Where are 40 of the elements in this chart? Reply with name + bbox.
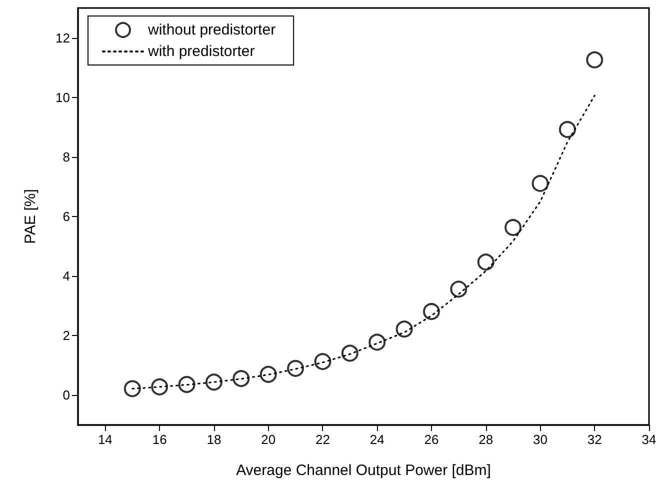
y-tick-label: 12 (56, 30, 70, 46)
point (124, 380, 141, 398)
point (232, 370, 250, 388)
legend-label: with predistorter (147, 43, 255, 60)
x-tick-label: 30 (533, 432, 548, 447)
point (477, 254, 494, 271)
x-tick-label: 34 (642, 432, 656, 447)
x-tick-label: 20 (261, 432, 276, 447)
point (341, 344, 358, 362)
point (151, 378, 168, 396)
point (368, 334, 386, 351)
y-tick-label: 6 (62, 209, 70, 224)
x-tick-label: 22 (315, 432, 330, 447)
x-tick-label: 28 (478, 432, 494, 447)
point (260, 366, 277, 383)
x-tick-label: 24 (370, 432, 384, 447)
point (396, 320, 413, 338)
point (450, 280, 468, 298)
y-axis-title: PAE [%] (22, 189, 39, 244)
point (422, 303, 440, 320)
point (558, 121, 576, 138)
y-tick-label: 10 (56, 90, 70, 105)
point (586, 51, 604, 68)
x-tick-label: 26 (424, 432, 439, 447)
x-tick-label: 32 (587, 432, 602, 447)
y-tick-label: 2 (62, 328, 70, 344)
x-tick-label: 16 (152, 432, 167, 447)
legend-label: without predistorter (147, 22, 276, 38)
point (287, 360, 304, 377)
x-tick-label: 14 (98, 432, 112, 447)
point (532, 174, 549, 192)
point (314, 353, 332, 370)
point (178, 376, 196, 393)
y-tick-label: 0 (62, 388, 70, 403)
y-tick-label: 8 (62, 149, 70, 164)
x-axis-title: Average Channel Output Power [dBm] (236, 462, 491, 479)
y-tick-label: 4 (62, 268, 70, 284)
point (205, 374, 222, 391)
point (504, 219, 522, 236)
x-tick-label: 18 (206, 432, 222, 447)
